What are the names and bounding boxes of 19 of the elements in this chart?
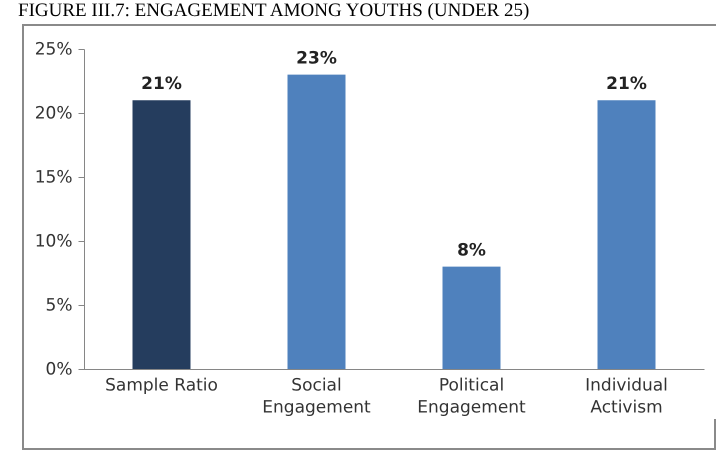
x-tick-label: Individual Activism (585, 376, 668, 418)
y-tick-label: 5% (46, 296, 72, 316)
y-tick-label: 15% (34, 168, 72, 188)
data-label: 8% (457, 240, 486, 261)
bar (442, 266, 500, 369)
x-tick-label: Social Engagement (262, 376, 372, 418)
chart-title: FIGURE III.7: ENGAGEMENT AMONG YOUTHS (UNDER 25) (18, 0, 530, 22)
data-label: 21% (606, 74, 647, 94)
y-tick-label: 25% (34, 40, 72, 60)
y-tick-label: 10% (34, 232, 72, 252)
bar (288, 74, 346, 369)
data-label: 21% (141, 74, 182, 94)
y-tick-label: 20% (34, 104, 72, 124)
data-label: 23% (296, 48, 337, 69)
bar (132, 100, 190, 369)
y-tick-label: 0% (46, 360, 72, 380)
bar (598, 100, 656, 369)
x-tick-label: Sample Ratio (105, 376, 218, 396)
x-tick-label: Political Engagement (417, 376, 526, 418)
